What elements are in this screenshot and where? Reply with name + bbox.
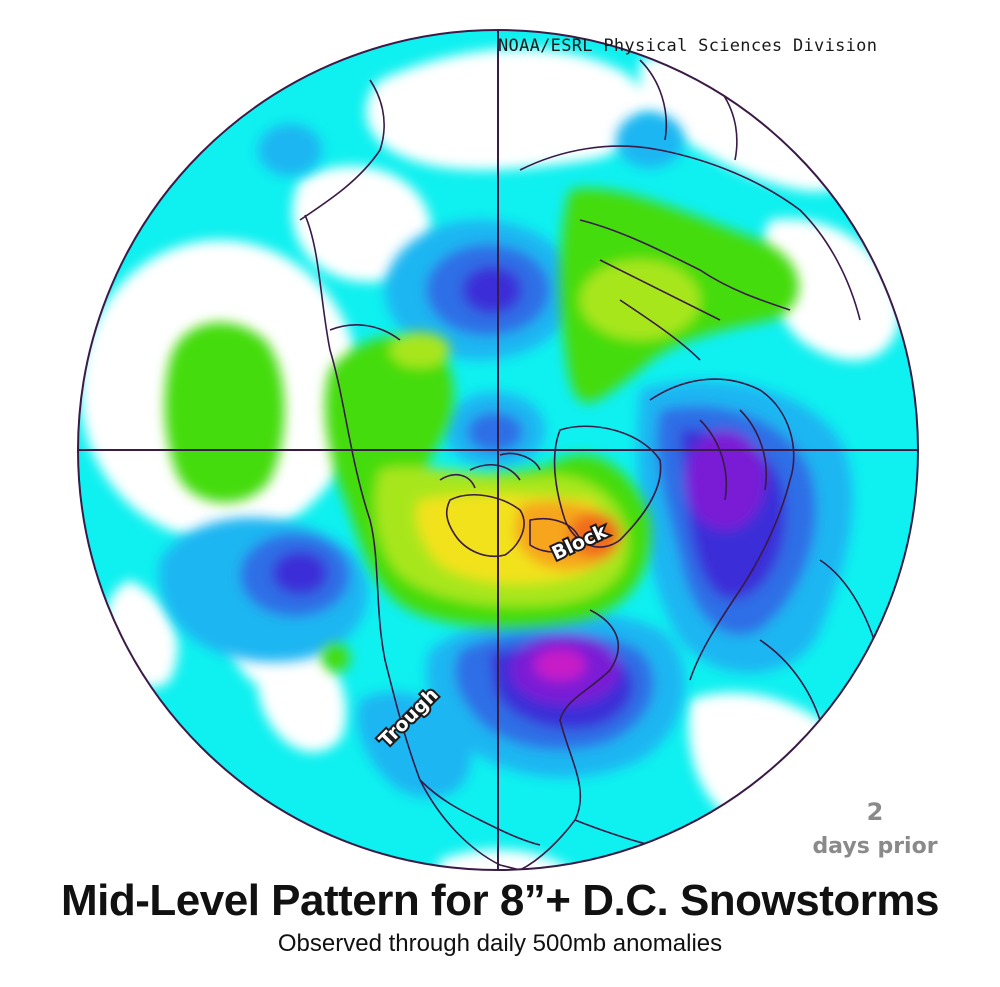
positive-anomaly-regions <box>164 188 799 672</box>
anomaly-field <box>78 30 918 870</box>
map-frame <box>77 29 919 871</box>
coastlines-and-borders <box>299 59 883 870</box>
lead-time-number: 2 <box>866 798 884 826</box>
page-subtitle: Observed through daily 500mb anomalies <box>277 930 723 957</box>
page-title: Mid-Level Pattern for 8”+ D.C. Snowstorm… <box>61 876 940 925</box>
lead-time-label: days prior <box>812 834 938 859</box>
credit-label: NOAA/ESRL Physical Sciences Division <box>498 36 878 56</box>
